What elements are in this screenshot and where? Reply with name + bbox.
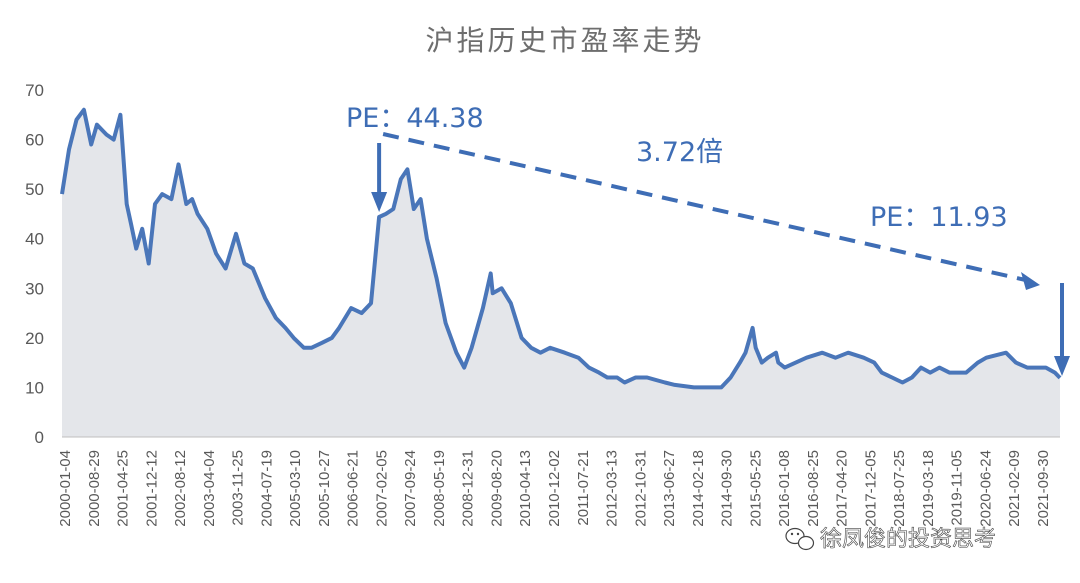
x-tick-label: 2011-07-21: [575, 450, 592, 526]
x-tick-label: 2009-08-20: [489, 450, 506, 527]
x-tick-label: 2000-01-04: [57, 450, 74, 527]
x-tick-label: 2006-06-21: [345, 450, 362, 527]
y-tick-label: 30: [25, 279, 44, 298]
x-tick-label: 2017-12-05: [862, 450, 879, 527]
x-tick-label: 2013-06-27: [661, 450, 678, 527]
x-tick-label: 2001-04-25: [115, 450, 132, 527]
pe-series-line: [60, 107, 1062, 390]
trend-arrow-head: [1021, 272, 1040, 290]
x-tick-label: 2007-02-05: [373, 450, 390, 527]
x-tick-label: 2019-11-05: [949, 450, 966, 526]
annotations: PE：44.38 3.72倍 PE：11.93: [346, 103, 1070, 376]
x-tick-label: 2002-08-12: [172, 450, 189, 527]
x-tick-label: 2000-08-29: [86, 450, 103, 527]
x-tick-label: 2001-12-12: [143, 450, 160, 527]
x-tick-label: 2010-04-13: [517, 450, 534, 527]
x-axis: 2000-01-04 2000-08-29 2001-04-25 2001-12-12…: [57, 450, 1052, 527]
y-tick-label: 70: [25, 81, 44, 100]
x-tick-label: 2021-09-30: [1035, 450, 1052, 527]
x-tick-label: 2021-02-09: [1006, 450, 1023, 527]
x-tick-label: 2007-09-24: [402, 450, 419, 527]
x-tick-label: 2015-05-25: [747, 450, 764, 527]
y-tick-label: 20: [25, 329, 44, 348]
x-tick-label: 2017-04-20: [834, 450, 851, 527]
dashed-trend-arrow: [382, 132, 1031, 283]
x-tick-label: 2012-10-31: [632, 450, 649, 527]
ratio-label: 3.72倍: [636, 137, 723, 168]
x-tick-label: 2004-07-19: [258, 450, 275, 527]
x-tick-label: 2003-04-04: [201, 450, 218, 527]
chart-title: 沪指历史市盈率走势: [425, 24, 704, 57]
x-tick-label: 2012-03-13: [604, 450, 621, 527]
y-tick-label: 40: [25, 230, 44, 249]
x-tick-label: 2019-03-18: [920, 450, 937, 527]
x-tick-label: 2003-11-25: [230, 450, 247, 526]
x-tick-label: 2018-07-25: [891, 450, 908, 527]
y-axis: 0 10 20 30 40 50 60 70: [25, 81, 44, 447]
x-tick-label: 2016-08-25: [805, 450, 822, 527]
x-tick-label: 2016-01-08: [776, 450, 793, 527]
x-tick-label: 2008-05-19: [431, 450, 448, 527]
x-tick-label: 2020-06-24: [978, 450, 995, 527]
plot-area: [60, 107, 1062, 438]
x-tick-label: 2008-12-31: [460, 450, 477, 527]
y-tick-label: 10: [25, 378, 44, 397]
pe-end-arrow-head: [1054, 356, 1070, 376]
x-tick-label: 2005-10-27: [316, 450, 333, 527]
pe-start-label: PE：44.38: [346, 103, 484, 134]
wechat-icon: [785, 527, 815, 551]
x-tick-label: 2014-02-18: [690, 450, 707, 527]
watermark-text: 徐凤俊的投资思考: [820, 527, 996, 552]
pe-start-arrow-head: [371, 192, 388, 212]
y-tick-label: 0: [35, 428, 44, 447]
y-tick-label: 50: [25, 180, 44, 199]
y-tick-label: 60: [25, 131, 44, 150]
pe-end-label: PE：11.93: [870, 202, 1008, 233]
x-tick-label: 2014-09-30: [719, 450, 736, 527]
x-tick-label: 2005-03-10: [287, 450, 304, 527]
x-tick-label: 2010-12-02: [546, 450, 563, 527]
pe-area-fill: [62, 109, 1060, 438]
watermark: 徐凤俊的投资思考: [785, 527, 996, 552]
